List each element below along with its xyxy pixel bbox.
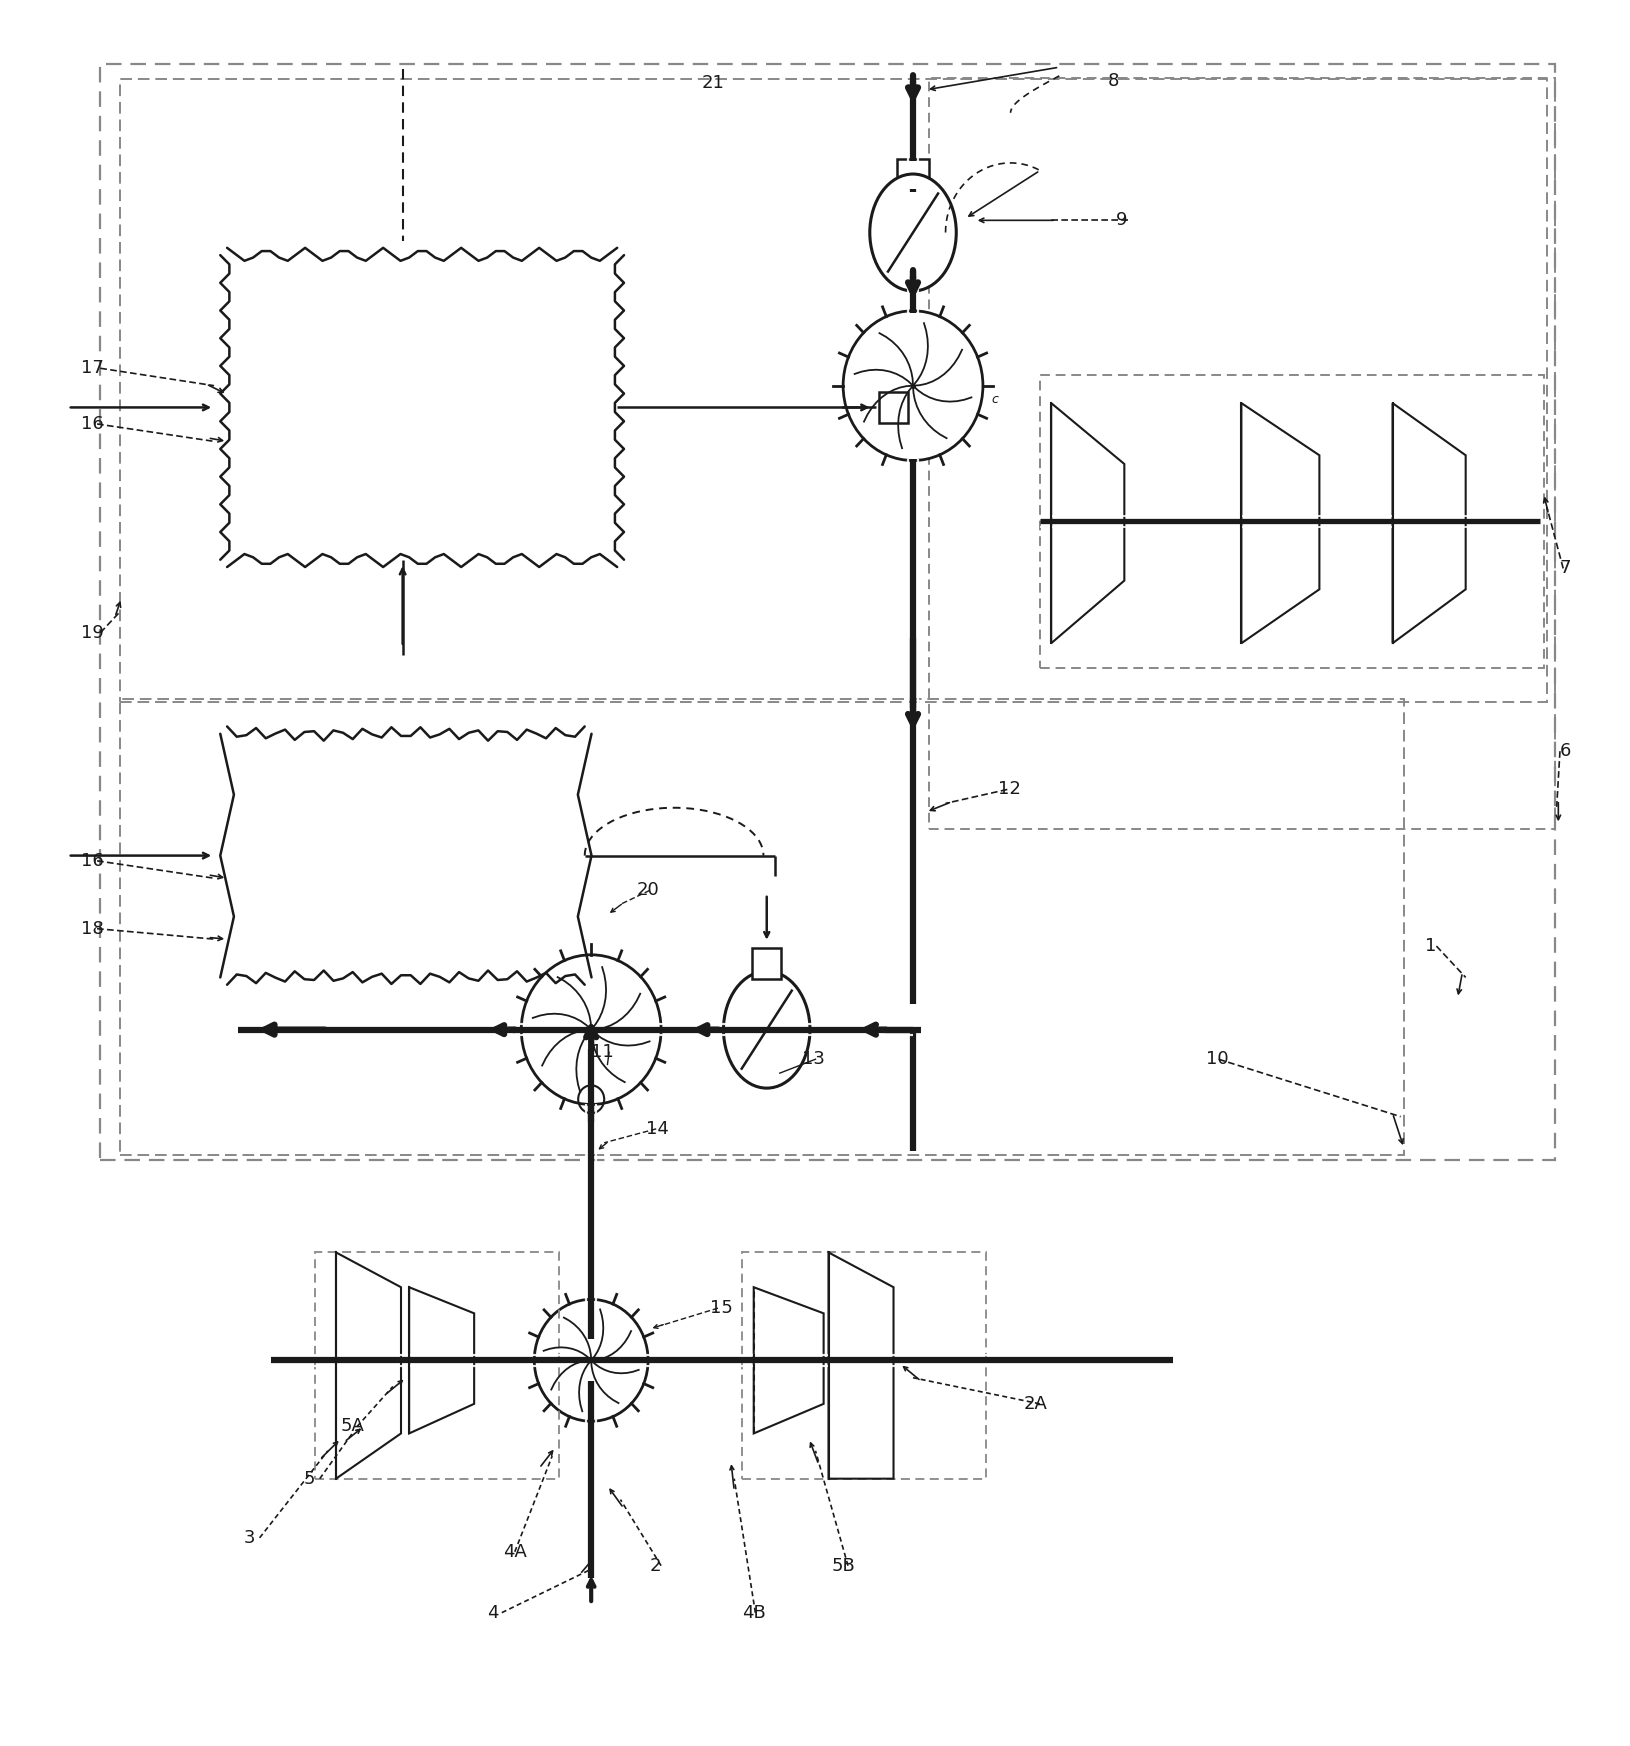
- Ellipse shape: [724, 971, 810, 1088]
- Bar: [742, 1252, 986, 1479]
- Bar: [929, 77, 1553, 829]
- Text: 15: 15: [709, 1299, 732, 1316]
- Polygon shape: [1051, 403, 1123, 643]
- Text: 10: 10: [1205, 1051, 1227, 1069]
- Polygon shape: [336, 1252, 401, 1479]
- Text: 8: 8: [1107, 72, 1118, 91]
- Text: 16: 16: [82, 852, 103, 870]
- Text: 6: 6: [1558, 742, 1570, 760]
- Circle shape: [522, 955, 660, 1105]
- Text: 16: 16: [82, 416, 103, 433]
- Polygon shape: [753, 1287, 823, 1433]
- Text: 9: 9: [1115, 211, 1126, 229]
- Polygon shape: [1240, 403, 1319, 643]
- Polygon shape: [828, 1252, 893, 1479]
- Text: 21: 21: [701, 73, 724, 93]
- Polygon shape: [1392, 403, 1465, 643]
- Circle shape: [535, 1299, 647, 1421]
- Bar: [315, 1252, 559, 1479]
- Text: 2: 2: [649, 1557, 660, 1575]
- Bar: [897, 159, 929, 194]
- Bar: [1040, 375, 1542, 667]
- Text: 13: 13: [802, 1051, 825, 1069]
- Polygon shape: [409, 1287, 474, 1433]
- Text: 7: 7: [1558, 559, 1570, 578]
- Text: 4A: 4A: [504, 1543, 526, 1561]
- Text: 5A: 5A: [341, 1418, 365, 1435]
- Bar: [751, 948, 781, 980]
- Text: 12: 12: [998, 780, 1020, 798]
- Text: 11: 11: [590, 1044, 613, 1062]
- Bar: [119, 79, 1545, 702]
- Text: 3: 3: [243, 1529, 254, 1547]
- Text: c: c: [991, 393, 998, 407]
- Text: 19: 19: [82, 623, 104, 643]
- Text: 17: 17: [82, 360, 104, 377]
- Bar: [119, 698, 1403, 1154]
- Text: 5B: 5B: [831, 1557, 856, 1575]
- Text: 20: 20: [636, 882, 659, 899]
- Text: 5: 5: [303, 1470, 315, 1488]
- Text: 14: 14: [645, 1119, 668, 1138]
- Text: 1: 1: [1425, 938, 1436, 955]
- Text: 2A: 2A: [1024, 1395, 1046, 1413]
- Bar: [879, 391, 908, 423]
- Circle shape: [843, 311, 983, 461]
- Text: 18: 18: [82, 920, 103, 938]
- Bar: [99, 63, 1553, 1159]
- Text: 4: 4: [487, 1603, 499, 1622]
- Ellipse shape: [869, 175, 955, 292]
- Text: 4B: 4B: [742, 1603, 766, 1622]
